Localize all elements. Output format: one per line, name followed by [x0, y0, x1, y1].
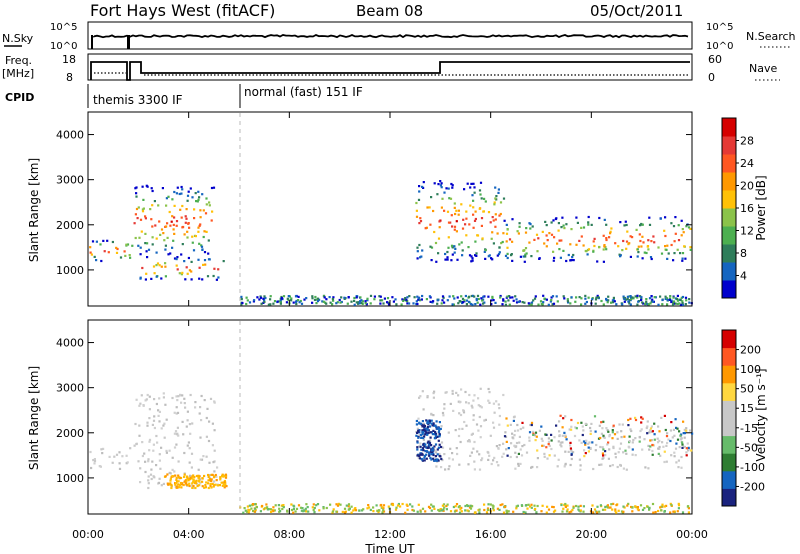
- freq-right-label: Nave: [749, 62, 777, 75]
- colorbar-swatch: [722, 154, 736, 173]
- colorbar-tick-label: 15: [740, 402, 754, 415]
- freq-left-tick-bottom: 8: [66, 71, 73, 84]
- colorbar-swatch: [722, 244, 736, 263]
- noise-right-label: N.Search: [746, 30, 796, 43]
- y-tick-label: 1000: [56, 472, 84, 485]
- y-tick-label: 4000: [56, 337, 84, 350]
- noise-drop-1: [91, 35, 93, 49]
- power-colorbar: 28 24 20 16 12 8 4: [721, 117, 754, 299]
- beam-title: Beam 08: [356, 2, 423, 20]
- noise-drop-2: [127, 35, 130, 49]
- cpid-label: CPID: [5, 91, 34, 104]
- velocity-panel: Slant Range [km] 4000 3000 2000 1000 00:00 0…: [27, 319, 708, 554]
- velocity-data: [89, 387, 694, 514]
- freq-left-tick-top: 18: [62, 53, 76, 66]
- x-tick-label: 12:00: [374, 528, 406, 541]
- colorbar-tick-label: 28: [740, 135, 754, 148]
- y-tick-label: 3000: [56, 174, 84, 187]
- colorbar-swatch: [722, 208, 736, 227]
- noise-right-tick-bottom: 10^0: [706, 41, 733, 52]
- x-tick-label: 20:00: [575, 528, 607, 541]
- colorbar-swatch: [722, 347, 736, 366]
- power-ylabel: Slant Range [km]: [27, 158, 41, 262]
- freq-label-1: Freq.: [5, 54, 32, 67]
- freq-panel: Freq. [MHz] 18 8 60 0 Nave: [2, 53, 780, 84]
- colorbar-tick-label: -200: [740, 480, 765, 493]
- colorbar-tick-label: 50: [740, 383, 754, 396]
- colorbar-swatch: [722, 470, 736, 489]
- y-tick-label: 2000: [56, 427, 84, 440]
- freq-label-2: [MHz]: [2, 67, 34, 80]
- colorbar-swatch: [722, 118, 736, 137]
- station-title: Fort Hays West (fitACF): [90, 1, 275, 20]
- colorbar-swatch: [722, 226, 736, 245]
- colorbar-tick-label: -100: [740, 461, 765, 474]
- colorbar-tick-label: 200: [740, 344, 761, 357]
- colorbar-tick-label: 20: [740, 180, 754, 193]
- x-tick-label: 16:00: [475, 528, 507, 541]
- colorbar-tick-label: -50: [740, 441, 758, 454]
- x-tick-label: 08:00: [273, 528, 305, 541]
- frequency-trace: [90, 61, 690, 81]
- date-title: 05/Oct/2011: [590, 2, 683, 20]
- colorbar-swatch: [722, 400, 736, 419]
- colorbar-swatch: [722, 365, 736, 384]
- cpid-segment-1: themis 3300 IF: [93, 93, 183, 107]
- noise-left-label: N.Sky: [2, 32, 34, 45]
- colorbar-swatch: [722, 435, 736, 454]
- colorbar-tick-label: 12: [740, 225, 754, 238]
- x-tick-label: 04:00: [173, 528, 205, 541]
- colorbar-swatch: [722, 172, 736, 191]
- noise-trace: [93, 34, 689, 39]
- power-panel: Slant Range [km] 4000 3000 2000 1000: [27, 111, 693, 307]
- noise-left-tick-bottom: 10^0: [50, 41, 77, 52]
- colorbar-swatch: [722, 136, 736, 155]
- x-axis-label: Time UT: [364, 542, 415, 554]
- colorbar-swatch: [722, 280, 736, 299]
- velocity-colorbar: 200 100 50 15 -15 -50 -100 -200: [721, 329, 765, 507]
- noise-left-tick-top: 10^5: [50, 22, 77, 33]
- y-tick-label: 2000: [56, 219, 84, 232]
- colorbar-tick-label: 24: [740, 157, 754, 170]
- x-tick-label: 00:00: [676, 528, 708, 541]
- freq-right-tick-top: 60: [708, 53, 722, 66]
- colorbar-swatch: [722, 330, 736, 349]
- colorbar-swatch: [722, 262, 736, 281]
- colorbar-swatch: [722, 418, 736, 437]
- colorbar-tick-label: -15: [740, 422, 758, 435]
- noise-panel: N.Sky 10^5 10^0 10^5 10^0 N.Search: [2, 21, 796, 52]
- x-tick-label: 00:00: [72, 528, 104, 541]
- colorbar-tick-label: 16: [740, 202, 754, 215]
- y-tick-label: 4000: [56, 129, 84, 142]
- velocity-colorbar-label: Velocity [m s⁻¹]: [754, 368, 768, 461]
- freq-right-tick-bottom: 0: [708, 71, 715, 84]
- y-tick-label: 3000: [56, 382, 84, 395]
- cpid-segment-2: normal (fast) 151 IF: [244, 85, 363, 99]
- power-colorbar-label: Power [dB]: [754, 175, 768, 240]
- power-data: [89, 180, 693, 306]
- colorbar-tick-label: 100: [740, 363, 761, 376]
- colorbar-swatch: [722, 488, 736, 507]
- y-tick-label: 1000: [56, 264, 84, 277]
- colorbar-swatch: [722, 190, 736, 209]
- colorbar-tick-label: 8: [740, 247, 747, 260]
- colorbar-swatch: [722, 382, 736, 401]
- noise-right-tick-top: 10^5: [706, 22, 733, 33]
- velocity-ylabel: Slant Range [km]: [27, 366, 41, 470]
- colorbar-swatch: [722, 453, 736, 472]
- colorbar-tick-label: 4: [740, 270, 747, 283]
